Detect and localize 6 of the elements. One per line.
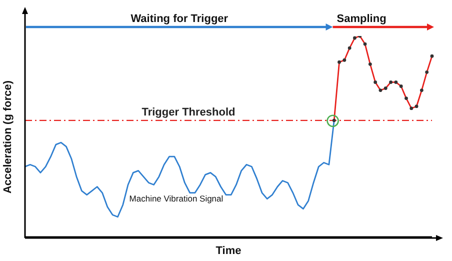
y-axis-title: Acceleration (g force) [2,80,14,194]
x-axis-title: Time [216,245,242,257]
text: Sampling [336,13,386,25]
text: Waiting for Trigger [130,13,229,25]
ref-line-label: Trigger Threshold [142,106,236,118]
series-label: Machine Vibration Signal [129,194,224,204]
